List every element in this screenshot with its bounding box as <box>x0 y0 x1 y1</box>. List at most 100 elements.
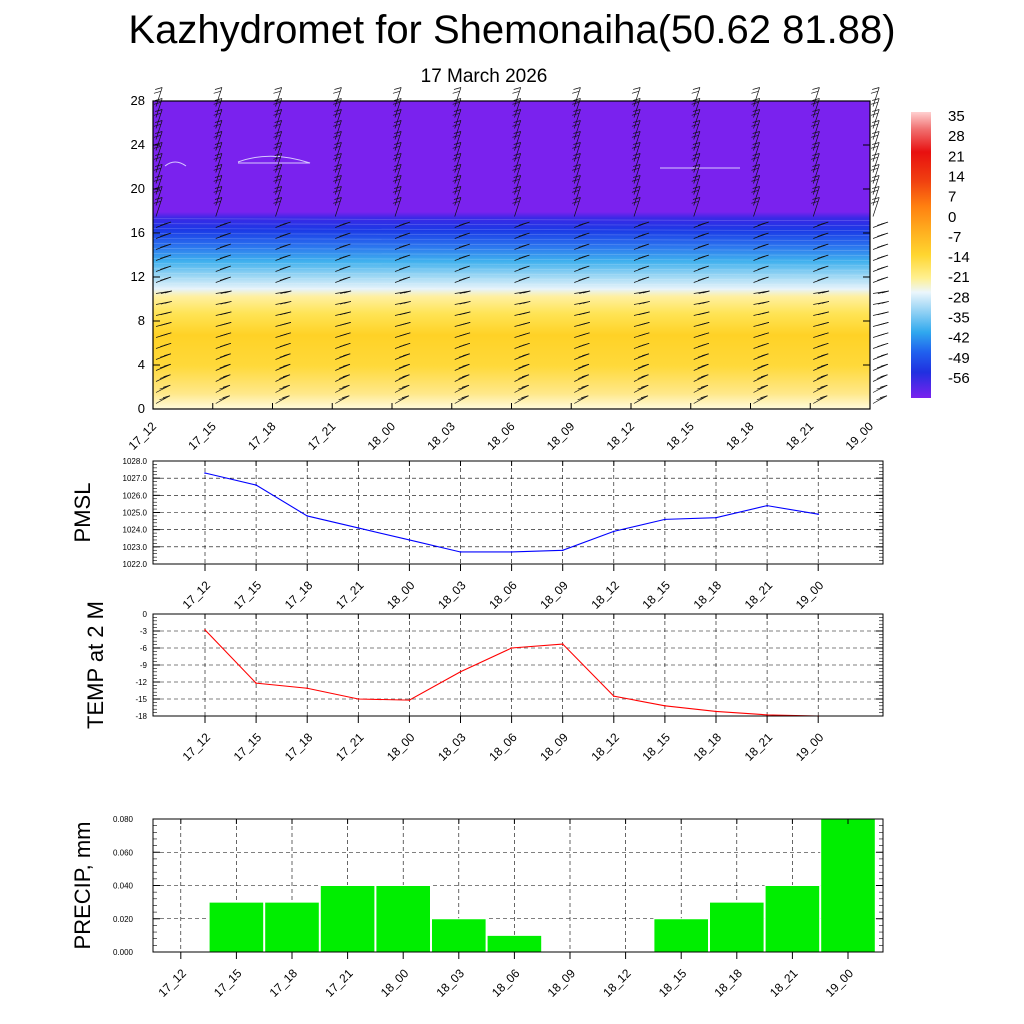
wind-barb-feather <box>578 323 586 326</box>
y-tick-label: -15 <box>135 695 147 704</box>
data-point <box>613 695 615 697</box>
wind-barb <box>454 197 462 217</box>
wind-barb-feather <box>342 374 350 378</box>
wind-barb-feather <box>872 142 880 145</box>
wind-barb-feather <box>581 363 590 367</box>
wind-barb-feather <box>273 178 281 182</box>
wind-barb-feather <box>399 333 407 337</box>
wind-barb-feather <box>872 98 880 101</box>
wind-barb-feather <box>638 245 646 248</box>
wind-barb <box>633 120 641 140</box>
wind-barb-feather <box>877 245 885 248</box>
wind-barb-feather <box>751 145 759 149</box>
wind-barb-feather <box>817 365 825 369</box>
wind-barb <box>872 197 880 217</box>
contour-line <box>152 233 871 236</box>
wind-barb-feather <box>633 186 641 189</box>
wind-barb-feather <box>334 153 342 156</box>
y-tick-label: 8 <box>138 313 145 328</box>
wind-barb-feather <box>811 101 819 105</box>
colorbar-label: -28 <box>948 289 970 306</box>
wind-barb <box>812 120 820 140</box>
wind-barb-feather <box>816 397 824 401</box>
wind-barb-feather <box>633 142 641 145</box>
data-point <box>715 710 717 713</box>
wind-barb-feather <box>757 376 765 379</box>
wind-barb-feather <box>224 290 232 294</box>
wind-barb <box>394 153 402 173</box>
precip-bar <box>319 885 376 953</box>
wind-barb-feather <box>631 123 640 127</box>
x-tick-label: 17_15 <box>231 578 265 612</box>
wind-barb-feather <box>638 223 646 226</box>
wind-barb-feather <box>761 353 769 357</box>
wind-barb-feather <box>698 291 706 294</box>
wind-barb-feather <box>870 178 879 182</box>
wind-barb-feather <box>160 234 168 237</box>
wind-barb-feather <box>219 365 227 369</box>
wind-barb-feather <box>638 291 646 294</box>
wind-barb-feather <box>394 164 402 167</box>
wind-barb-feather <box>633 197 641 200</box>
x-tick-label: 18_00 <box>384 578 418 612</box>
wind-barb-feather <box>691 145 699 149</box>
x-tick-label: 18_15 <box>663 419 697 453</box>
wind-barb <box>215 87 223 107</box>
wind-barb-feather <box>392 134 401 138</box>
wind-barb-feather <box>522 363 530 367</box>
wind-barb-feather <box>572 112 580 116</box>
contour-line <box>152 277 871 281</box>
x-tick-label: 18_12 <box>604 419 638 453</box>
contour-line <box>152 248 871 251</box>
y-tick-label: 1027.0 <box>123 474 148 483</box>
wind-barb-feather <box>279 376 287 379</box>
wind-barb-feather <box>752 142 760 145</box>
y-tick-label: 0 <box>143 610 148 619</box>
wind-barb-feather <box>872 197 880 200</box>
wind-barb-feather <box>697 223 706 226</box>
wind-barb <box>753 395 768 404</box>
wind-barb-feather <box>817 344 825 347</box>
wind-barb-feather <box>637 386 645 390</box>
contour-line <box>237 155 311 164</box>
wind-barb-feather <box>821 353 829 357</box>
wind-barb <box>812 197 820 217</box>
x-tick-label: 17_18 <box>245 419 279 453</box>
wind-barb <box>394 186 402 206</box>
wind-barb-feather <box>701 374 709 378</box>
wind-barb-feather <box>638 267 646 270</box>
wind-barb-feather <box>752 98 760 101</box>
wind-barb-feather <box>880 384 888 388</box>
wind-barb-feather <box>513 131 521 134</box>
wind-barb-feather <box>213 134 221 138</box>
wind-barb <box>633 186 641 206</box>
wind-barb-feather <box>163 363 171 367</box>
wind-barb-feather <box>877 301 885 305</box>
wind-barb-feather <box>398 365 407 369</box>
wind-barb-feather <box>282 395 290 399</box>
wind-barb <box>454 153 462 173</box>
wind-barb <box>872 109 880 129</box>
data-point <box>459 551 462 553</box>
wind-barb <box>335 395 350 404</box>
wind-barb <box>693 109 701 129</box>
wind-barb-feather <box>876 386 884 390</box>
wind-barb <box>813 395 828 404</box>
wind-barb-feather <box>512 123 520 127</box>
wind-barb-feather <box>220 291 228 294</box>
wind-barb <box>633 109 641 129</box>
wind-barb-feather <box>870 167 879 171</box>
data-point <box>408 699 411 701</box>
wind-barb-feather <box>162 395 171 399</box>
wind-barb-feather <box>578 267 586 270</box>
wind-barb-feather <box>340 291 348 294</box>
wind-barb <box>334 175 342 195</box>
wind-barb-feather <box>816 386 825 390</box>
wind-barb-feather <box>752 87 760 90</box>
wind-barb <box>573 175 581 195</box>
wind-barb <box>155 98 163 118</box>
wind-barb <box>872 153 880 173</box>
y-axis-label: PMSL <box>70 483 95 543</box>
wind-barb-feather <box>817 301 826 305</box>
